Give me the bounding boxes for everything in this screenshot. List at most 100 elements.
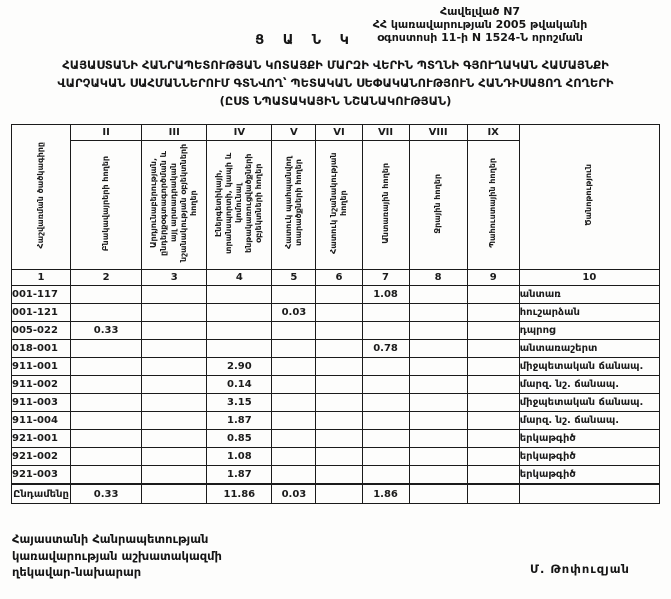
doc-title-line-1: ՀԱՅԱՍՏԱՆԻ ՀԱՆՐԱՊԵՏՈՒԹՅԱՆ ԿՈՏԱՅՔԻ ՄԱՐԶԻ Վ… <box>62 57 609 72</box>
table-row: 001-117 1.08 անտառ <box>10 285 661 305</box>
roman-ix: IX <box>466 124 520 142</box>
roman-iii: III <box>141 124 208 142</box>
row-note: մարզ. նշ. ճանապ. <box>518 375 661 395</box>
row-value <box>408 465 468 485</box>
total-value: 0.03 <box>271 483 317 505</box>
row-value <box>466 447 520 467</box>
row-note: անտառաշերտ <box>518 339 661 359</box>
row-value <box>408 321 468 341</box>
header-note-label: Ծանոթություն <box>584 164 594 227</box>
row-note: հուշարձան <box>518 303 661 323</box>
row-value <box>315 429 363 449</box>
table-row: 921-003 1.87 երկաթգիծ <box>10 465 661 485</box>
row-code: 921-003 <box>10 465 72 485</box>
footer-line-1: Հայաստանի Հանրապետության <box>12 532 209 546</box>
row-value <box>466 357 520 377</box>
table-row: 005-022 0.33 դպրոց <box>10 321 661 341</box>
row-value <box>315 411 363 431</box>
roman-v: V <box>271 124 317 142</box>
annex-line-2: ՀՀ կառավարության 2005 թվականի <box>372 17 588 31</box>
row-value <box>70 303 143 323</box>
row-value <box>70 357 143 377</box>
colnum-5: 5 <box>271 269 317 287</box>
row-code: 911-001 <box>10 357 72 377</box>
row-value <box>70 447 143 467</box>
doc-title-line-3: (ԸՍՏ ՆՊԱՏԱԿԱՅԻՆ ՆՇԱՆԱԿՈՒԹՅԱՆ) <box>219 93 452 108</box>
row-value <box>361 411 410 431</box>
table-row: 911-002 0.14 մարզ. նշ. ճանապ. <box>10 375 661 395</box>
row-note: միջպետական ճանապ. <box>518 393 661 413</box>
table-row: 911-003 3.15 միջպետական ճանապ. <box>10 393 661 413</box>
footer-signatory-block: Հայաստանի Հանրապետության կառավարության ա… <box>12 531 222 581</box>
annex-line-1: Հավելված N7 <box>439 5 521 18</box>
header-energy-transport-lands: Էներգետիկայի, տրանսպորտի, կապի և կոմունա… <box>206 140 273 271</box>
row-value <box>271 357 317 377</box>
header-note: Ծանոթություն <box>518 124 661 271</box>
row-value <box>70 339 143 359</box>
header-code-label: Հաշվառման ծածկագիրը <box>36 142 46 249</box>
total-value: 0.33 <box>70 483 143 505</box>
colnum-7: 7 <box>361 269 410 287</box>
colnum-9: 9 <box>466 269 520 287</box>
colnum-8: 8 <box>408 269 468 287</box>
row-note: անտառ <box>518 285 661 305</box>
row-value <box>141 375 208 395</box>
header-code: Հաշվառման ծածկագիրը <box>10 124 72 271</box>
header-water-lands: Ջրային հողեր <box>408 140 468 271</box>
header-reserve-lands: Պահուստային հողեր <box>466 140 520 271</box>
row-value <box>408 447 468 467</box>
roman-vi: VI <box>315 124 363 142</box>
row-value <box>361 303 410 323</box>
row-value <box>271 429 317 449</box>
row-note: երկաթգիծ <box>518 447 661 467</box>
row-value <box>70 411 143 431</box>
row-code: 005-022 <box>10 321 72 341</box>
row-code: 018-001 <box>10 339 72 359</box>
row-value <box>408 303 468 323</box>
row-value <box>315 447 363 467</box>
table-row: 921-001 0.85 երկաթգիծ <box>10 429 661 449</box>
row-value <box>206 303 273 323</box>
row-note: մարզ. նշ. ճանապ. <box>518 411 661 431</box>
footer-line-3: ղեկավար-նախարար <box>12 565 142 580</box>
total-value <box>141 483 208 505</box>
total-note <box>518 483 661 505</box>
row-note: երկաթգիծ <box>518 429 661 449</box>
row-value: 1.87 <box>206 411 273 431</box>
row-value <box>271 465 317 485</box>
colnum-10: 10 <box>518 269 661 287</box>
row-value: 1.08 <box>361 285 410 305</box>
row-code: 911-003 <box>10 393 72 413</box>
vertical-header-row: Բնակավայրերի հողեր Արդյունաբերության, ըն… <box>12 140 660 271</box>
row-value <box>206 285 273 305</box>
row-value <box>206 339 273 359</box>
row-value <box>361 393 410 413</box>
column-number-row: 1 2 3 4 5 6 7 8 9 10 <box>10 269 661 287</box>
row-value <box>141 447 208 467</box>
footer-signature: Մ. Թոփուզյան <box>530 562 630 576</box>
row-value: 0.03 <box>271 303 317 323</box>
row-value <box>361 321 410 341</box>
row-value <box>466 303 520 323</box>
row-value <box>315 303 363 323</box>
row-value <box>271 321 317 341</box>
row-value <box>408 375 468 395</box>
row-value <box>315 393 363 413</box>
header-special-purpose-lands: Հատուկ նշանակության հողեր <box>315 140 363 271</box>
table-row: 018-001 0.78 անտառաշերտ <box>10 339 661 359</box>
row-value <box>408 393 468 413</box>
header-industrial-lands: Արդյունաբերության, ընդերքօգտագործման և ա… <box>141 140 208 271</box>
row-value <box>141 357 208 377</box>
row-value: 3.15 <box>206 393 273 413</box>
row-value: 0.14 <box>206 375 273 395</box>
row-value <box>466 465 520 485</box>
total-value <box>466 483 520 505</box>
footer-line-2: կառավարության աշխատակազմի <box>12 548 222 563</box>
row-value <box>271 375 317 395</box>
row-value <box>70 375 143 395</box>
row-code: 001-117 <box>10 285 72 305</box>
row-value <box>466 285 520 305</box>
row-value <box>141 429 208 449</box>
total-value <box>408 483 468 505</box>
row-value <box>141 393 208 413</box>
